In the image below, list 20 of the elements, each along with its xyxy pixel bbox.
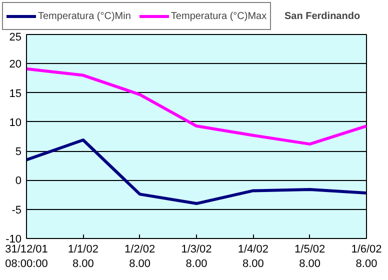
line-series bbox=[26, 67, 366, 146]
y-tick-label: 5 bbox=[15, 146, 22, 158]
x-tick-label: 1/5/02 8.00 bbox=[294, 244, 326, 270]
x-tick-label: 1/6/02 8.00 bbox=[351, 244, 382, 270]
y-tick-label: 20 bbox=[9, 58, 22, 71]
y-tick-label: -10 bbox=[6, 234, 22, 246]
y-tick-label: 25 bbox=[9, 32, 22, 44]
y-tick-label: 0 bbox=[15, 175, 22, 188]
line-series bbox=[26, 138, 366, 206]
legend-label: Temperatura (°C)Max bbox=[170, 10, 267, 22]
y-tick-label: 10 bbox=[9, 116, 22, 129]
chart-title: San Ferdinando bbox=[284, 11, 360, 22]
legend-label: Temperatura (°C)Min bbox=[38, 10, 131, 22]
y-tick-label: -5 bbox=[12, 204, 22, 216]
x-tick-label: 1/2/02 8.00 bbox=[124, 244, 156, 270]
y-tick-label: 15 bbox=[9, 88, 22, 100]
x-tick-label: 1/1/02 8.00 bbox=[68, 244, 98, 270]
x-tick-label: 1/3/02 8.00 bbox=[181, 244, 212, 270]
x-tick-label: 31/12/01 08:00:00 bbox=[5, 244, 48, 270]
x-tick-label: 1/4/02 8.00 bbox=[238, 244, 268, 270]
